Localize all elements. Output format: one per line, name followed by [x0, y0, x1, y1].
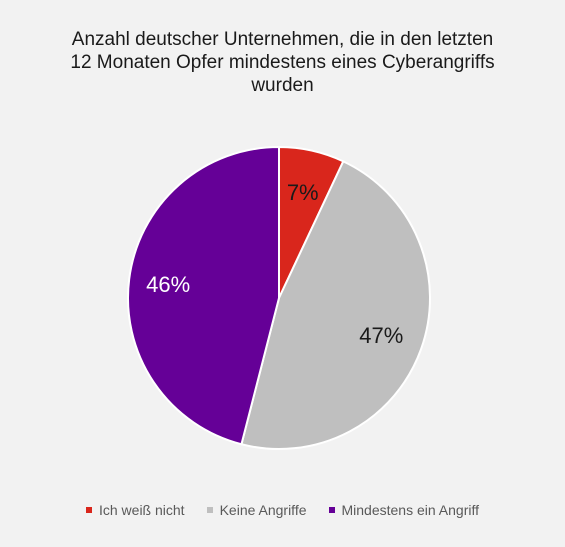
legend-label-ich-weiss-nicht: Ich weiß nicht: [98, 502, 185, 518]
data-label-mindestens-ein-angriff: 46%: [146, 272, 190, 297]
legend-item-mindestens-ein-angriff: Mindestens ein Angriff: [328, 502, 480, 518]
data-label-keine-angriffe: 47%: [359, 323, 403, 348]
data-label-ich-weiss-nicht: 7%: [287, 180, 319, 205]
chart-title-line-3: wurden: [251, 75, 314, 96]
chart-title: Anzahl deutscher Unternehmen, die in den…: [0, 28, 565, 97]
legend-item-ich-weiss-nicht: Ich weiß nicht: [85, 502, 185, 518]
pie-slice-mindestens-ein-angriff: [127, 145, 280, 446]
legend-label-keine-angriffe: Keine Angriffe: [219, 502, 307, 518]
chart-title-line-1: Anzahl deutscher Unternehmen, die in den…: [71, 29, 494, 50]
legend: Ich weiß nicht Keine Angriffe Mindestens…: [0, 502, 565, 518]
legend-label-mindestens-ein-angriff: Mindestens ein Angriff: [341, 502, 480, 518]
legend-swatch-ich-weiss-nicht: [85, 507, 92, 513]
legend-swatch-mindestens-ein-angriff: [328, 507, 335, 513]
chart-title-line-2: 12 Monaten Opfer mindestens eines Cybera…: [70, 52, 495, 73]
legend-swatch-keine-angriffe: [206, 507, 213, 513]
legend-item-keine-angriffe: Keine Angriffe: [206, 502, 307, 518]
pie-slice-keine-angriffe: [240, 160, 431, 450]
